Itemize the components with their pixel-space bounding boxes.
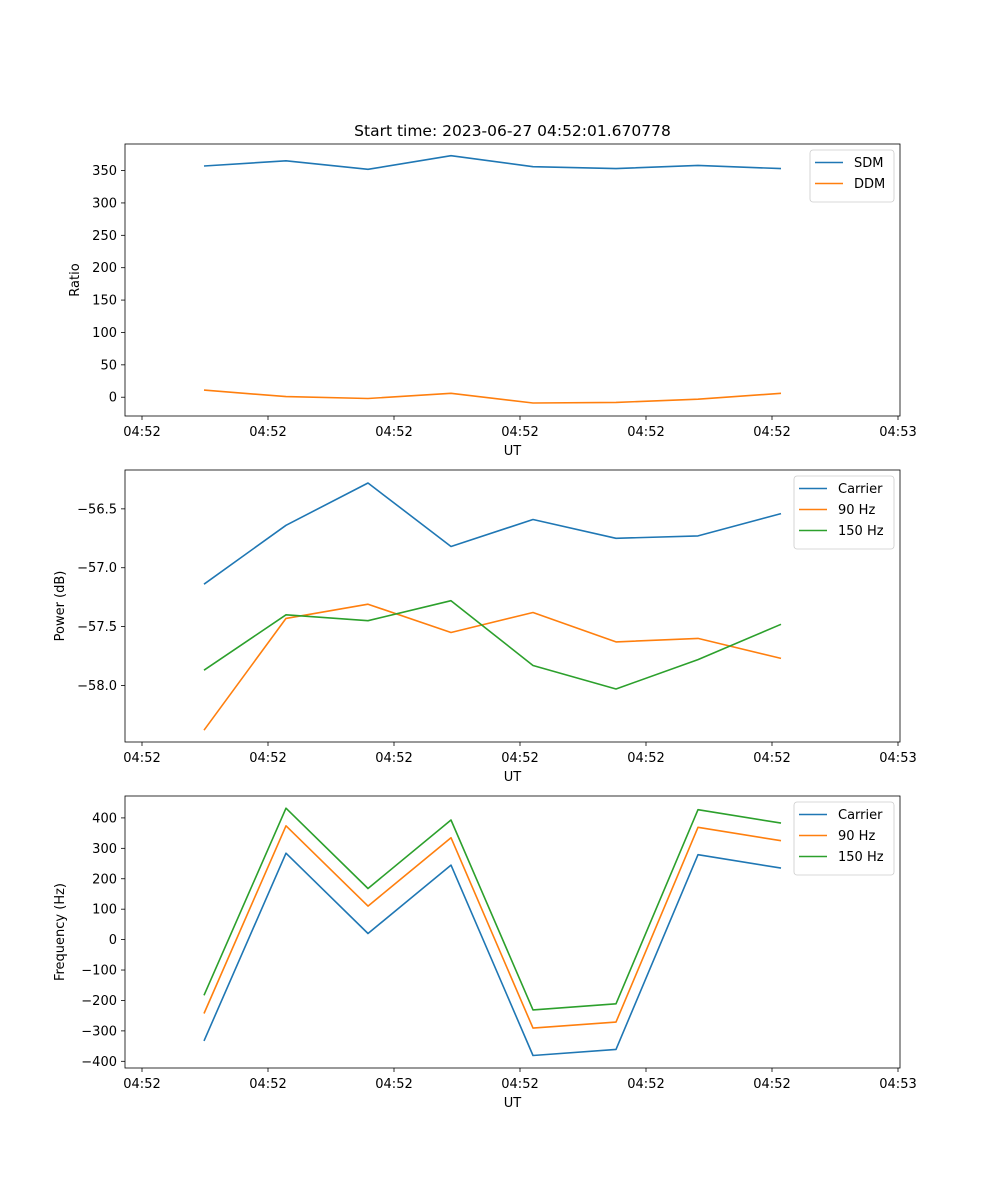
y-tick-label: −400 xyxy=(81,1055,117,1070)
x-tick-label: 04:52 xyxy=(753,1077,790,1092)
legend-label: Carrier xyxy=(838,808,883,823)
y-tick-label: 50 xyxy=(100,358,117,373)
legend-label: DDM xyxy=(854,177,885,192)
y-tick-label: −56.5 xyxy=(77,502,117,517)
y-axis-ticks: −400 −300 −200 −100 0 100 200 300 400 xyxy=(81,811,125,1070)
y-tick-label: −57.0 xyxy=(77,561,117,576)
series-group xyxy=(203,807,782,1057)
legend-label: SDM xyxy=(854,156,883,171)
figure-title: Start time: 2023-06-27 04:52:01.670778 xyxy=(354,122,671,140)
y-tick-label: 0 xyxy=(109,391,117,406)
x-axis-ticks: 04:52 04:52 04:52 04:52 04:52 04:52 04:53 xyxy=(123,416,917,440)
y-tick-label: −57.5 xyxy=(77,620,117,635)
x-tick-label: 04:52 xyxy=(375,1077,412,1092)
x-tick-label: 04:52 xyxy=(627,751,664,766)
x-tick-label: 04:52 xyxy=(375,751,412,766)
subplot-3: 04:52 04:52 04:52 04:52 04:52 04:52 04:53−400−… xyxy=(53,795,917,1111)
axes-frame xyxy=(124,469,901,743)
series-line-carrier xyxy=(203,482,782,585)
x-axis-label: UT xyxy=(504,444,522,459)
subplot-2: 04:52 04:52 04:52 04:52 04:52 04:52 04:53 −58.0… xyxy=(53,469,917,785)
y-tick-label: −58.0 xyxy=(77,679,117,694)
y-tick-label: 100 xyxy=(92,326,117,341)
x-axis-ticks: 04:52 04:52 04:52 04:52 04:52 04:52 04:53 xyxy=(123,1068,917,1092)
legend-label: 150 Hz xyxy=(838,850,884,865)
y-tick-label: −200 xyxy=(81,994,117,1009)
x-axis-ticks: 04:52 04:52 04:52 04:52 04:52 04:52 04:53 xyxy=(123,742,917,766)
series-group xyxy=(203,482,782,731)
y-tick-label: 250 xyxy=(92,229,117,244)
x-tick-label: 04:52 xyxy=(249,1077,286,1092)
legend: Carrier 90 Hz 150 Hz xyxy=(793,475,895,550)
x-tick-label: 04:52 xyxy=(501,425,538,440)
x-tick-label: 04:52 xyxy=(249,751,286,766)
legend-label: Carrier xyxy=(838,482,883,497)
x-tick-label: 04:53 xyxy=(879,751,916,766)
axes-frame xyxy=(124,795,901,1069)
legend-label: 150 Hz xyxy=(838,524,884,539)
y-axis-label: Ratio xyxy=(68,263,83,296)
x-tick-label: 04:52 xyxy=(753,425,790,440)
x-tick-label: 04:53 xyxy=(879,425,916,440)
x-tick-label: 04:52 xyxy=(123,425,160,440)
subplot-1: 04:52 04:52 04:52 04:52 04:52 04:52 04:53 0 50 10… xyxy=(68,143,917,459)
series-group xyxy=(203,154,782,404)
x-tick-label: 04:52 xyxy=(627,425,664,440)
y-tick-label: 150 xyxy=(92,294,117,309)
x-tick-label: 04:52 xyxy=(375,425,412,440)
legend-label: 90 Hz xyxy=(838,503,875,518)
x-tick-label: 04:52 xyxy=(123,1077,160,1092)
x-tick-label: 04:52 xyxy=(123,751,160,766)
y-tick-label: 350 xyxy=(92,164,117,179)
y-tick-label: 300 xyxy=(92,196,117,211)
x-tick-label: 04:52 xyxy=(501,751,538,766)
series-line-carrier xyxy=(203,852,782,1057)
y-tick-label: 200 xyxy=(92,261,117,276)
x-tick-label: 04:53 xyxy=(879,1077,916,1092)
x-axis-label: UT xyxy=(504,1096,522,1111)
series-line-sdm xyxy=(203,154,782,171)
series-line-150-hz xyxy=(203,599,782,690)
legend: Carrier 90 Hz 150 Hz xyxy=(793,801,895,876)
y-tick-label: 300 xyxy=(92,842,117,857)
x-tick-label: 04:52 xyxy=(501,1077,538,1092)
plots-container: 04:52 04:52 04:52 04:52 04:52 04:52 04:53 0 50 10… xyxy=(53,143,917,1111)
x-axis-label: UT xyxy=(504,770,522,785)
y-axis-ticks: 0 50 100 150 200 250 300 350 xyxy=(92,164,125,406)
y-axis-ticks: −58.0 −57.5 −57.0 −56.5 xyxy=(77,502,125,694)
legend-label: 90 Hz xyxy=(838,829,875,844)
series-line-ddm xyxy=(203,389,782,404)
y-axis-label: Power (dB) xyxy=(53,571,68,642)
y-tick-label: 0 xyxy=(109,933,117,948)
x-tick-label: 04:52 xyxy=(753,751,790,766)
y-axis-label: Frequency (Hz) xyxy=(53,883,68,981)
series-line-150-hz xyxy=(203,807,782,1011)
x-tick-label: 04:52 xyxy=(249,425,286,440)
x-tick-label: 04:52 xyxy=(627,1077,664,1092)
y-tick-label: −300 xyxy=(81,1024,117,1039)
y-tick-label: 200 xyxy=(92,872,117,887)
legend: SDM DDM xyxy=(809,149,895,203)
series-line-90-hz xyxy=(203,824,782,1029)
y-tick-label: 100 xyxy=(92,903,117,918)
y-tick-label: −100 xyxy=(81,964,117,979)
y-tick-label: 400 xyxy=(92,811,117,826)
axes-frame xyxy=(124,143,901,417)
